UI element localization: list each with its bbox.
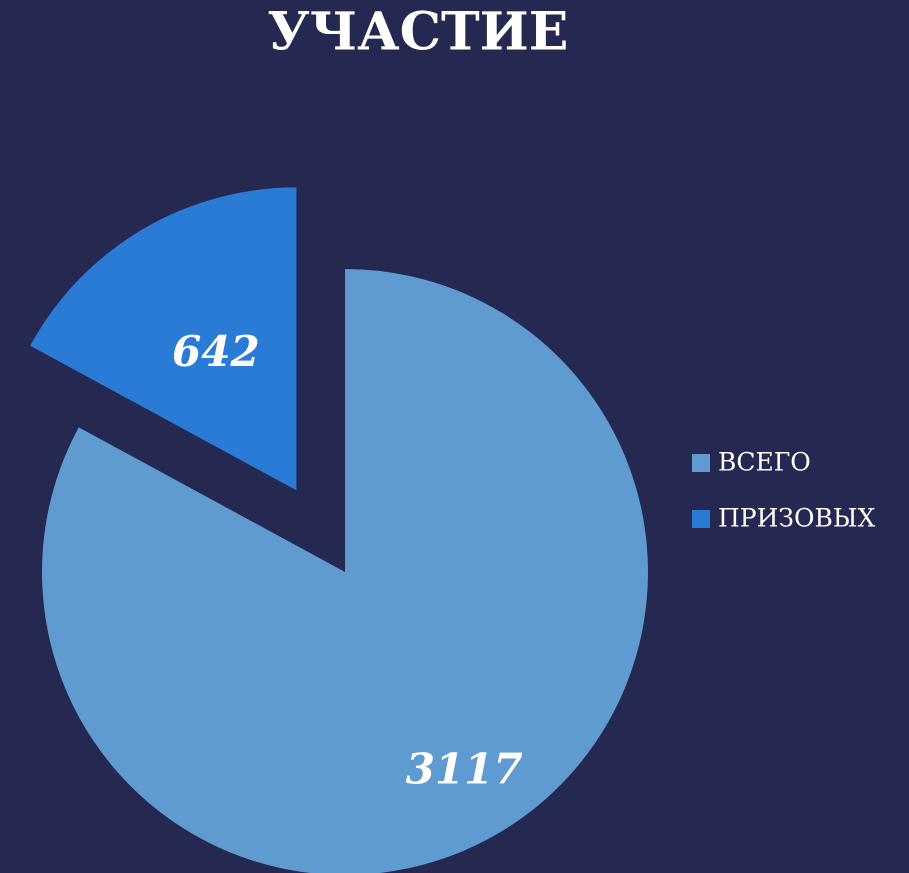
legend-label: ПРИЗОВЫХ (718, 504, 875, 533)
data-label: 3117 (406, 745, 523, 794)
pie-slice (30, 187, 297, 491)
legend-label: ВСЕГО (718, 448, 811, 477)
data-label: 642 (172, 327, 260, 376)
legend-swatch (692, 454, 710, 472)
chart-title: УЧАСТИЕ (268, 2, 569, 63)
legend-swatch (692, 510, 710, 528)
pie-slice (42, 269, 648, 873)
